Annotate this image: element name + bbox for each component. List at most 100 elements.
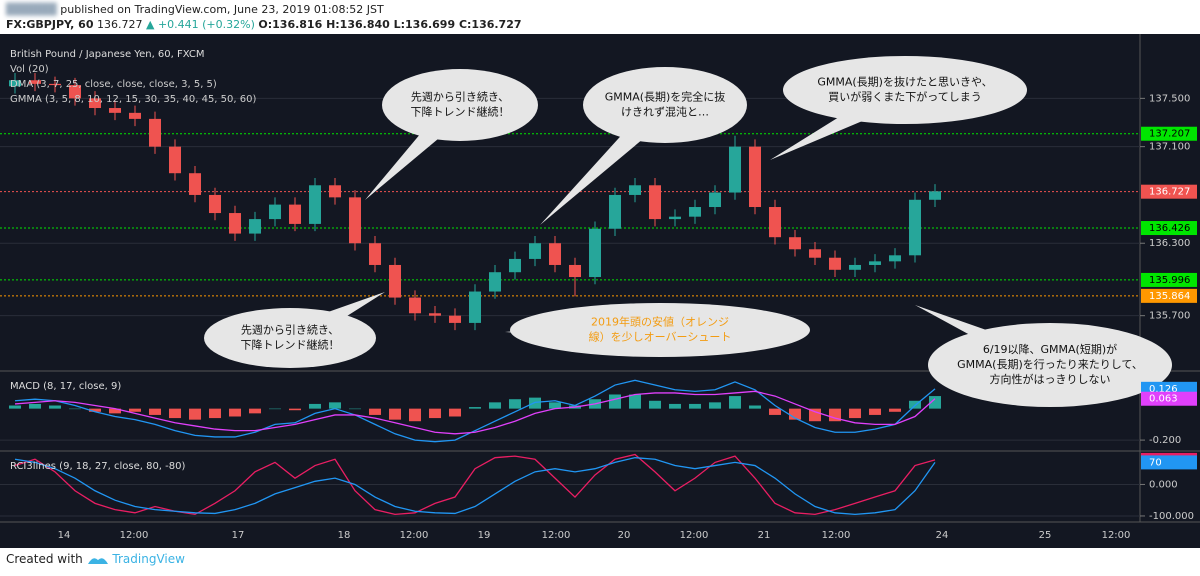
histogram-bar (869, 408, 881, 415)
callout-text: 下降トレンド継続！ (241, 338, 340, 352)
histogram-bar (29, 403, 41, 409)
histogram-bar (549, 402, 561, 409)
indicator-label: DMA (3, 7, 25, close, close, close, 3, 5… (10, 79, 217, 90)
candle-body (529, 243, 541, 259)
callout-text: GMMA(長期)を抜けたと思いきや、 (817, 75, 992, 89)
callout-bubble (783, 56, 1027, 124)
candle-body (749, 146, 761, 208)
callout-bubble (583, 67, 747, 143)
histogram-bar (249, 408, 261, 414)
histogram-bar (109, 408, 121, 414)
candle-body (389, 264, 401, 298)
candle-body (469, 291, 481, 323)
candle-body (209, 194, 221, 214)
callout-bubble (928, 323, 1172, 407)
x-tick-label: 18 (338, 530, 351, 541)
published: published on TradingView.com, June 23, 2… (60, 3, 384, 16)
histogram-bar (189, 408, 201, 420)
histogram-bar (9, 405, 21, 409)
histogram-bar (889, 408, 901, 412)
histogram-bar (769, 408, 781, 415)
footer: Created with TradingView (6, 552, 185, 566)
histogram-bar (809, 408, 821, 422)
level-label: 135.864 (1149, 291, 1190, 302)
x-tick-label: 12:00 (822, 530, 851, 541)
candle-body (489, 272, 501, 292)
histogram-bar (49, 405, 61, 409)
callout-text: 線）を少しオーバーシュート (589, 330, 732, 344)
level-label: 137.207 (1149, 129, 1190, 140)
symbol: FX:GBPJPY, 60 (6, 18, 94, 31)
histogram-bar (269, 408, 281, 410)
histogram-bar (649, 400, 661, 409)
callout-bubble (382, 69, 538, 141)
histogram-bar (789, 408, 801, 420)
candle-body (589, 228, 601, 278)
histogram-bar (709, 402, 721, 409)
indicator-label: GMMA (3, 5, 8, 10, 12, 15, 30, 35, 40, 4… (10, 94, 256, 105)
histogram-bar (729, 396, 741, 409)
x-tick-label: 12:00 (120, 530, 149, 541)
series-line (14, 390, 936, 435)
x-tick-label: 21 (758, 530, 771, 541)
histogram-bar (829, 408, 841, 422)
x-tick-label: 24 (936, 530, 949, 541)
candle-body (149, 118, 161, 147)
candle-body (169, 146, 181, 174)
candle-body (109, 108, 121, 113)
histogram-bar (849, 408, 861, 419)
candle-body (649, 185, 661, 220)
x-tick-label: 17 (232, 530, 245, 541)
last-value-label: 0.126 (1149, 384, 1178, 395)
level-label: 136.426 (1149, 223, 1190, 234)
histogram-bar (749, 405, 761, 409)
y-tick-label: 136.300 (1149, 238, 1190, 249)
x-tick-label: 12:00 (542, 530, 571, 541)
candle-body (129, 112, 141, 119)
candle-body (229, 213, 241, 234)
header: ██████ published on TradingView.com, Jun… (0, 0, 1200, 34)
callout-text: GMMA(長期)を行ったり来たりして、 (957, 358, 1143, 371)
candle-body (709, 192, 721, 208)
candle-body (629, 185, 641, 195)
histogram-bar (689, 403, 701, 409)
candle-body (269, 204, 281, 220)
candle-body (369, 243, 381, 265)
histogram-bar (129, 408, 141, 412)
level-label-box (1141, 272, 1197, 287)
series-line (14, 379, 936, 443)
series-line (14, 457, 936, 516)
indicator-label: Vol (20) (10, 64, 49, 75)
candle-body (249, 219, 261, 234)
callout: 6/19以降、GMMA(短期)が GMMA(長期)を行ったり来たりして、方向性がは… (915, 305, 1172, 407)
candle-body (89, 98, 101, 109)
candle-body (809, 249, 821, 258)
candle-body (829, 257, 841, 270)
histogram-bar (529, 397, 541, 409)
candle-body (549, 243, 561, 265)
last-value-box (1141, 455, 1197, 470)
callout-text: 先週から引き続き、 (411, 90, 509, 104)
histogram-bar (69, 408, 81, 410)
level-label: 136.727 (1149, 187, 1190, 198)
y-tick-label: 135.700 (1149, 311, 1190, 322)
callout-text: 方向性がはっきりしない (990, 372, 1111, 386)
callout-text: 6/19以降、GMMA(短期)が (983, 342, 1117, 356)
x-tick-label: 25 (1039, 530, 1052, 541)
candle-body (869, 261, 881, 265)
callout-bubble (204, 308, 376, 368)
ohlc: O:136.816 H:136.840 L:136.699 C:136.727 (258, 18, 522, 31)
chart: 先週から引き続き、下降トレンド継続！GMMA(長期)を完全に抜けきれず混沌と…G… (0, 34, 1200, 548)
x-tick-label: 19 (478, 530, 491, 541)
candle-body (69, 85, 81, 99)
x-tick-label: 14 (58, 530, 71, 541)
callout-text: GMMA(長期)を完全に抜 (605, 90, 726, 104)
candle-body (409, 297, 421, 314)
histogram-bar (429, 408, 441, 419)
candle-body (329, 185, 341, 198)
histogram-bar (349, 408, 361, 410)
callout: 先週から引き続き、下降トレンド継続！ (204, 292, 385, 368)
histogram-bar (149, 408, 161, 415)
x-tick-label: 12:00 (1102, 530, 1131, 541)
